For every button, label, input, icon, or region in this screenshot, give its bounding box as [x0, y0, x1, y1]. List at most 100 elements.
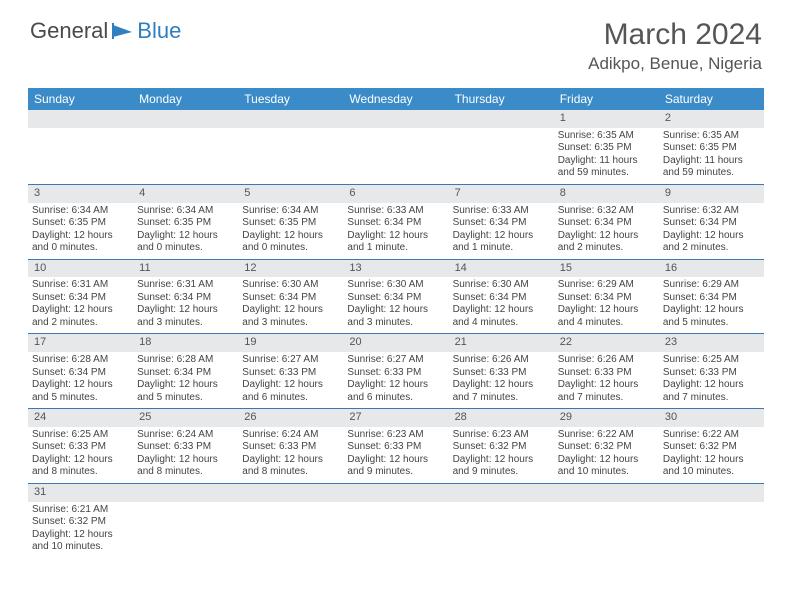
day-number: 7	[449, 185, 554, 203]
day-number: 29	[554, 409, 659, 427]
day-number: 26	[238, 409, 343, 427]
calendar-cell: 21Sunrise: 6:26 AMSunset: 6:33 PMDayligh…	[449, 334, 554, 409]
day-info-line: Sunset: 6:33 PM	[453, 367, 550, 380]
header: General Blue March 2024 Adikpo, Benue, N…	[0, 0, 792, 82]
day-info-line: Sunset: 6:34 PM	[137, 367, 234, 380]
day-info-line: Sunrise: 6:23 AM	[453, 429, 550, 442]
day-info-line: Sunrise: 6:34 AM	[32, 205, 129, 218]
day-number: 31	[28, 484, 133, 502]
calendar-cell: 16Sunrise: 6:29 AMSunset: 6:34 PMDayligh…	[659, 259, 764, 334]
calendar-cell: 4Sunrise: 6:34 AMSunset: 6:35 PMDaylight…	[133, 184, 238, 259]
day-number: 5	[238, 185, 343, 203]
calendar-cell: 18 Sunrise: 6:28 AMSunset: 6:34 PMDayligh…	[133, 334, 238, 409]
calendar-cell: 29Sunrise: 6:22 AMSunset: 6:32 PMDayligh…	[554, 409, 659, 484]
day-info: Sunrise: 6:34 AMSunset: 6:35 PMDaylight:…	[137, 205, 234, 255]
day-info-line: Daylight: 12 hours and 2 minutes.	[558, 230, 655, 255]
day-info: Sunrise: 6:32 AMSunset: 6:34 PMDaylight:…	[558, 205, 655, 255]
day-info-line: Sunset: 6:35 PM	[663, 142, 760, 155]
day-info-line: Daylight: 12 hours and 4 minutes.	[558, 304, 655, 329]
logo: General Blue	[30, 18, 181, 44]
day-number: 6	[343, 185, 448, 203]
day-info-line: Daylight: 12 hours and 3 minutes.	[347, 304, 444, 329]
day-info-line: Sunset: 6:32 PM	[453, 441, 550, 454]
logo-text-1: General	[30, 18, 108, 44]
day-header-row: SundayMondayTuesdayWednesdayThursdayFrid…	[28, 88, 764, 110]
day-info-line: Daylight: 12 hours and 9 minutes.	[347, 454, 444, 479]
day-info: Sunrise: 6:26 AMSunset: 6:33 PMDaylight:…	[453, 354, 550, 404]
day-info-line: Daylight: 12 hours and 7 minutes.	[558, 379, 655, 404]
day-info-line: Sunrise: 6:25 AM	[32, 429, 129, 442]
calendar-cell: 15Sunrise: 6:29 AMSunset: 6:34 PMDayligh…	[554, 259, 659, 334]
day-info-line: Daylight: 12 hours and 8 minutes.	[242, 454, 339, 479]
calendar-cell-empty	[449, 110, 554, 184]
day-info-line: Sunrise: 6:27 AM	[347, 354, 444, 367]
day-info-line: Sunset: 6:34 PM	[32, 367, 129, 380]
day-number: 28	[449, 409, 554, 427]
day-info-line: Sunrise: 6:32 AM	[558, 205, 655, 218]
day-info-line: Sunset: 6:33 PM	[242, 367, 339, 380]
day-info-line: Daylight: 12 hours and 5 minutes.	[663, 304, 760, 329]
day-info: Sunrise: 6:33 AMSunset: 6:34 PMDaylight:…	[347, 205, 444, 255]
day-number: 11	[133, 260, 238, 278]
calendar-week: 24Sunrise: 6:25 AMSunset: 6:33 PMDayligh…	[28, 409, 764, 484]
day-info-line: Sunset: 6:33 PM	[242, 441, 339, 454]
day-number: 19	[238, 334, 343, 352]
calendar-cell: 8Sunrise: 6:32 AMSunset: 6:34 PMDaylight…	[554, 184, 659, 259]
day-info-line: Sunrise: 6:25 AM	[663, 354, 760, 367]
calendar-cell: 27Sunrise: 6:23 AMSunset: 6:33 PMDayligh…	[343, 409, 448, 484]
day-info-line: Sunrise: 6:24 AM	[137, 429, 234, 442]
day-number: 16	[659, 260, 764, 278]
day-info: Sunrise: 6:25 AMSunset: 6:33 PMDaylight:…	[663, 354, 760, 404]
calendar-cell: 28 Sunrise: 6:23 AMSunset: 6:32 PMDayligh…	[449, 409, 554, 484]
day-info: Sunrise: 6:32 AMSunset: 6:34 PMDaylight:…	[663, 205, 760, 255]
day-info-line: Sunrise: 6:32 AM	[663, 205, 760, 218]
day-info-line: Daylight: 12 hours and 5 minutes.	[32, 379, 129, 404]
day-header: Sunday	[28, 88, 133, 110]
day-info: Sunrise: 6:21 AMSunset: 6:32 PMDaylight:…	[32, 504, 129, 554]
calendar-week: 1Sunrise: 6:35 AMSunset: 6:35 PMDaylight…	[28, 110, 764, 184]
day-info-line: Sunset: 6:34 PM	[663, 217, 760, 230]
day-info-line: Sunrise: 6:29 AM	[558, 279, 655, 292]
day-number: 2	[659, 110, 764, 128]
day-number: 1	[554, 110, 659, 128]
calendar-week: 10Sunrise: 6:31 AMSunset: 6:34 PMDayligh…	[28, 259, 764, 334]
logo-flag-icon	[112, 23, 134, 39]
calendar-cell: 13Sunrise: 6:30 AMSunset: 6:34 PMDayligh…	[343, 259, 448, 334]
calendar-cell-empty	[449, 483, 554, 557]
day-header: Monday	[133, 88, 238, 110]
month-title: March 2024	[588, 18, 762, 52]
day-info-line: Daylight: 12 hours and 2 minutes.	[32, 304, 129, 329]
day-info-line: Sunset: 6:34 PM	[453, 217, 550, 230]
day-info-line: Daylight: 12 hours and 10 minutes.	[32, 529, 129, 554]
day-info-line: Daylight: 12 hours and 7 minutes.	[663, 379, 760, 404]
calendar-cell: 7Sunrise: 6:33 AMSunset: 6:34 PMDaylight…	[449, 184, 554, 259]
day-header: Wednesday	[343, 88, 448, 110]
day-info-line: Daylight: 12 hours and 1 minute.	[347, 230, 444, 255]
day-info-line: Sunset: 6:33 PM	[347, 441, 444, 454]
calendar-cell-empty	[343, 110, 448, 184]
day-info: Sunrise: 6:35 AMSunset: 6:35 PMDaylight:…	[663, 130, 760, 180]
day-number: 18	[133, 334, 238, 352]
day-info-line: Sunrise: 6:34 AM	[137, 205, 234, 218]
day-info-line: Sunset: 6:34 PM	[558, 292, 655, 305]
day-info: Sunrise: 6:28 AMSunset: 6:34 PMDaylight:…	[137, 354, 234, 404]
calendar-cell: 26 Sunrise: 6:24 AMSunset: 6:33 PMDayligh…	[238, 409, 343, 484]
day-info-line: Daylight: 12 hours and 9 minutes.	[453, 454, 550, 479]
calendar-cell: 17Sunrise: 6:28 AMSunset: 6:34 PMDayligh…	[28, 334, 133, 409]
day-info-line: Sunset: 6:34 PM	[347, 292, 444, 305]
day-number: 9	[659, 185, 764, 203]
day-info-line: Daylight: 12 hours and 0 minutes.	[32, 230, 129, 255]
location: Adikpo, Benue, Nigeria	[588, 54, 762, 74]
day-info-line: Sunrise: 6:28 AM	[137, 354, 234, 367]
day-info-line: Daylight: 12 hours and 0 minutes.	[137, 230, 234, 255]
calendar-cell: 2 Sunrise: 6:35 AMSunset: 6:35 PMDaylight…	[659, 110, 764, 184]
day-info: Sunrise: 6:24 AMSunset: 6:33 PMDaylight:…	[242, 429, 339, 479]
day-info-line: Sunset: 6:34 PM	[347, 217, 444, 230]
day-info: Sunrise: 6:28 AMSunset: 6:34 PMDaylight:…	[32, 354, 129, 404]
day-info: Sunrise: 6:29 AMSunset: 6:34 PMDaylight:…	[663, 279, 760, 329]
day-info-line: Sunset: 6:33 PM	[347, 367, 444, 380]
day-info-line: Daylight: 12 hours and 6 minutes.	[242, 379, 339, 404]
calendar-cell: 23Sunrise: 6:25 AMSunset: 6:33 PMDayligh…	[659, 334, 764, 409]
calendar-week: 31 Sunrise: 6:21 AMSunset: 6:32 PMDayligh…	[28, 483, 764, 557]
calendar-cell-empty	[28, 110, 133, 184]
